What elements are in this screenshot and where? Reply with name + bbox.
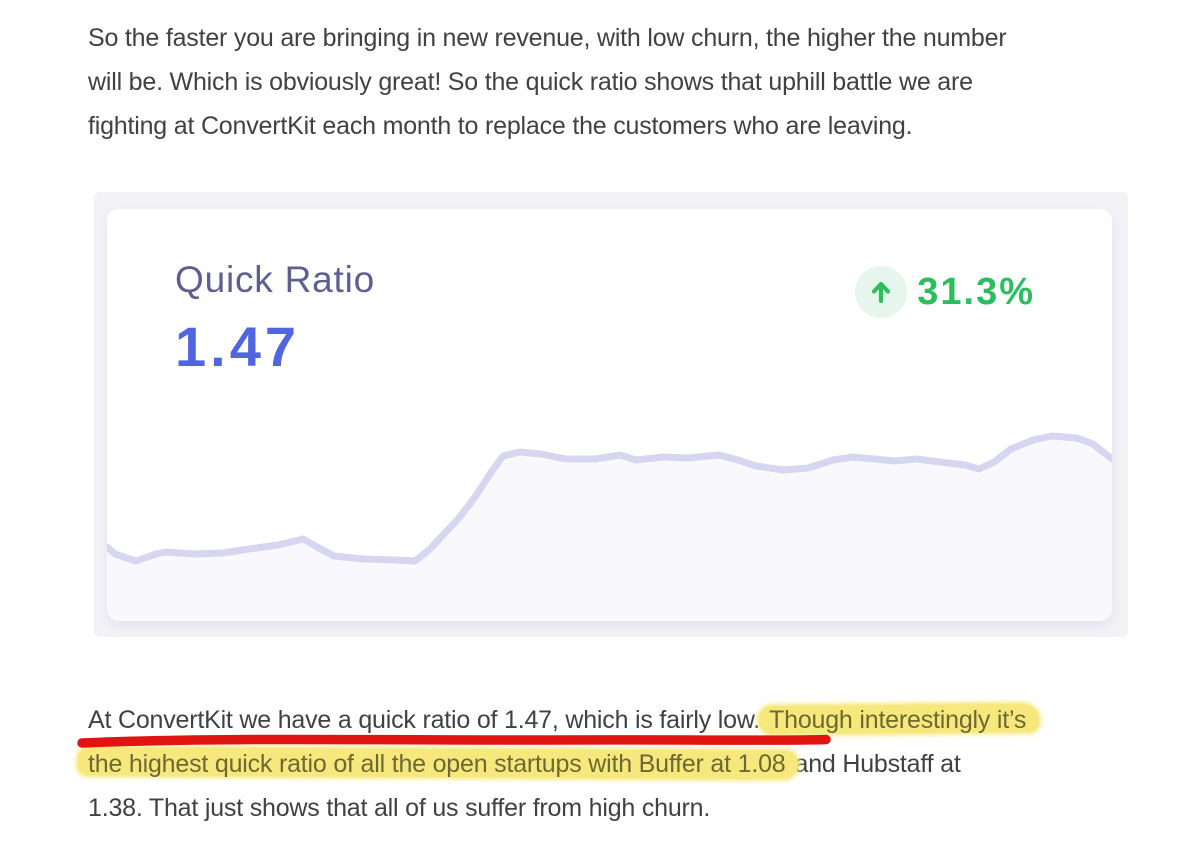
outro-line-2-text: and Hubstaff at (794, 750, 961, 778)
outro-paragraph: At ConvertKit we have a quick ratio of 1… (77, 698, 1026, 830)
highlight-annotation-1: Though interestingly it’s (769, 706, 1027, 734)
metric-panel: Quick Ratio 1.47 31.3% (94, 192, 1128, 637)
chart-line (107, 432, 1112, 565)
highlight-annotation-2: the highest quick ratio of all the open … (88, 750, 786, 778)
outro-line-1: At ConvertKit we have a quick ratio of 1… (88, 698, 1026, 742)
intro-paragraph: So the faster you are bringing in new re… (88, 16, 1007, 148)
chart-area-fill (107, 436, 1112, 621)
outro-line-2: the highest quick ratio of all the open … (88, 742, 1026, 786)
trend-badge (855, 266, 908, 318)
outro-line-3: 1.38. That just shows that all of us suf… (88, 794, 711, 822)
outro-line-1-text: At ConvertKit we have a quick ratio of 1… (88, 706, 761, 734)
intro-line-2: will be. Which is obviously great! So th… (88, 68, 973, 96)
intro-line-1: So the faster you are bringing in new re… (88, 24, 1007, 52)
intro-line-3: fighting at ConvertKit each month to rep… (88, 112, 913, 140)
metric-value: 1.47 (175, 315, 300, 378)
metric-title: Quick Ratio (175, 259, 376, 300)
quick-ratio-chart (107, 432, 1112, 621)
metric-change-value: 31.3% (917, 270, 1035, 313)
metric-card: Quick Ratio 1.47 31.3% (107, 209, 1112, 621)
metric-change: 31.3% (855, 266, 1035, 318)
arrow-up-icon (872, 281, 891, 304)
